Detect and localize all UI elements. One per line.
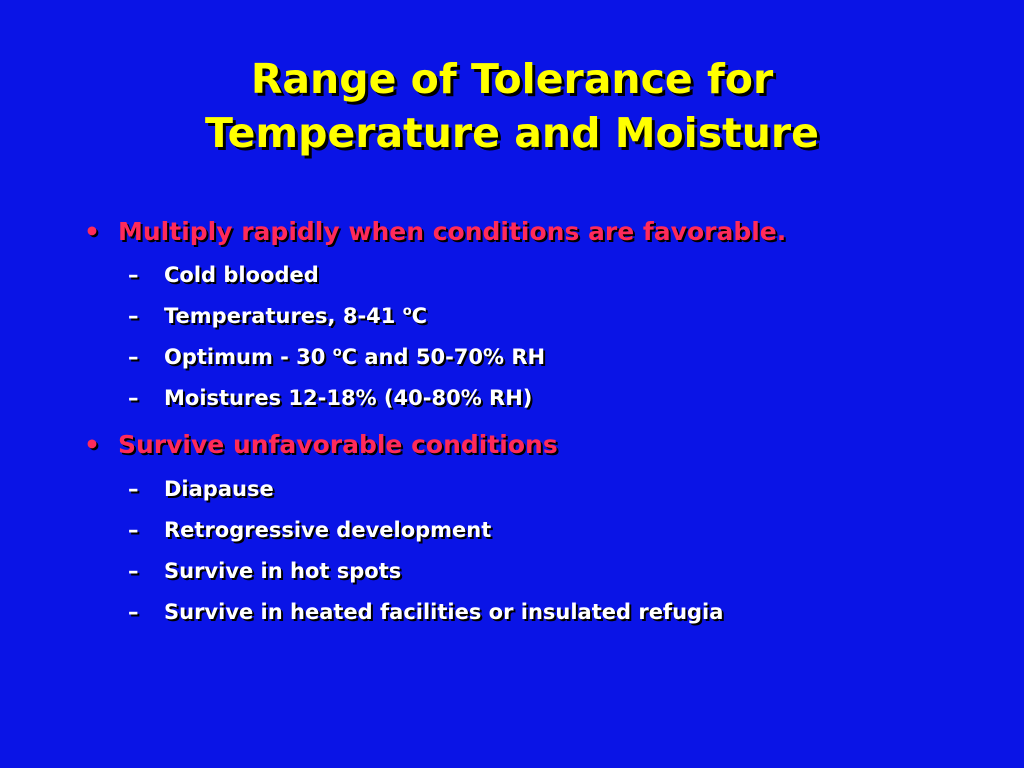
bullet-text: Multiply rapidly when conditions are fav… [118, 217, 787, 246]
sub-bullet-marker: – [128, 559, 139, 583]
sub-bullet-temperatures: – Temperatures, 8-41 oC [128, 302, 427, 330]
sub-bullet-retrogressive: – Retrogressive development [128, 516, 491, 544]
sub-bullet-text: Cold blooded [164, 263, 319, 287]
sub-bullet-unit: C and 50-70% RH [341, 345, 546, 369]
degree-symbol: o [332, 345, 342, 360]
sub-bullet-moistures: – Moistures 12-18% (40-80% RH) [128, 384, 532, 412]
sub-bullet-hot-spots: – Survive in hot spots [128, 557, 401, 585]
bullet-multiply-rapidly: • Multiply rapidly when conditions are fa… [84, 216, 786, 248]
bullet-marker: • [84, 217, 100, 246]
sub-bullet-text: Survive in heated facilities or insulate… [164, 600, 724, 624]
slide-title: Range of Tolerance for Temperature and M… [0, 52, 1024, 160]
bullet-survive-unfavorable: • Survive unfavorable conditions [84, 429, 558, 461]
title-line-2: Temperature and Moisture [205, 109, 819, 157]
title-line-1: Range of Tolerance for [250, 55, 774, 103]
degree-symbol: o [402, 304, 412, 319]
bullet-marker: • [84, 430, 100, 459]
sub-bullet-marker: – [128, 263, 139, 287]
sub-bullet-heated-facilities: – Survive in heated facilities or insulat… [128, 598, 723, 626]
sub-bullet-marker: – [128, 386, 139, 410]
sub-bullet-marker: – [128, 477, 139, 501]
bullet-text: Survive unfavorable conditions [118, 430, 558, 459]
sub-bullet-diapause: – Diapause [128, 475, 274, 503]
sub-bullet-text: Moistures 12-18% (40-80% RH) [164, 386, 533, 410]
sub-bullet-text: Retrogressive development [164, 518, 492, 542]
sub-bullet-marker: – [128, 600, 139, 624]
sub-bullet-marker: – [128, 518, 139, 542]
sub-bullet-text: Temperatures, 8-41 [164, 304, 403, 328]
sub-bullet-marker: – [128, 304, 139, 328]
sub-bullet-text: Optimum - 30 [164, 345, 333, 369]
sub-bullet-optimum: – Optimum - 30 oC and 50-70% RH [128, 343, 545, 371]
sub-bullet-unit: C [411, 304, 428, 328]
sub-bullet-marker: – [128, 345, 139, 369]
sub-bullet-text: Survive in hot spots [164, 559, 402, 583]
sub-bullet-cold-blooded: – Cold blooded [128, 261, 319, 289]
sub-bullet-text: Diapause [164, 477, 274, 501]
